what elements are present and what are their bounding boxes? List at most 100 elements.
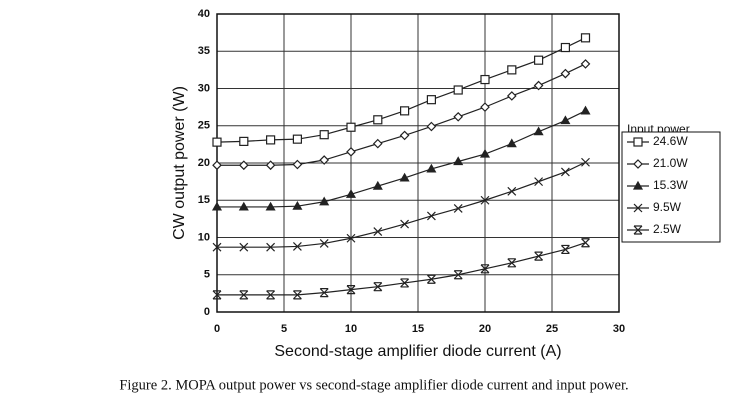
marker [507, 65, 517, 75]
y-tick-label: 25 [198, 120, 210, 132]
marker [399, 172, 410, 182]
marker [633, 137, 643, 147]
marker [580, 59, 591, 69]
marker [373, 282, 383, 292]
marker [400, 219, 410, 229]
marker [266, 135, 276, 145]
x-tick-label: 20 [479, 323, 491, 335]
marker [399, 130, 410, 141]
marker [480, 264, 490, 274]
marker [238, 160, 249, 171]
marker [212, 242, 222, 252]
series-line [216, 37, 586, 143]
marker [480, 102, 490, 112]
marker [346, 285, 356, 295]
marker [265, 160, 276, 171]
marker [506, 138, 517, 148]
y-tick-label: 0 [204, 306, 210, 318]
marker [581, 238, 590, 248]
y-axis-title: CW output power (W) [171, 86, 188, 240]
marker [400, 278, 410, 288]
marker [560, 68, 571, 79]
marker [534, 177, 544, 187]
y-tick-label: 35 [198, 45, 210, 57]
legend-label: 9.5W [653, 200, 682, 214]
marker [479, 148, 491, 158]
marker [372, 180, 383, 190]
marker [453, 111, 464, 122]
marker [373, 227, 383, 236]
x-tick-label: 5 [281, 323, 287, 335]
marker [212, 137, 222, 147]
legend-label: 24.6W [653, 134, 688, 148]
marker [319, 196, 330, 206]
marker [506, 91, 517, 101]
marker [238, 201, 249, 211]
x-tick-label: 25 [546, 323, 558, 335]
marker [480, 195, 490, 205]
marker [266, 290, 276, 300]
marker [372, 138, 383, 149]
marker [319, 288, 329, 298]
marker [319, 155, 330, 165]
marker [507, 186, 517, 196]
y-tick-label: 5 [204, 269, 210, 281]
marker [534, 251, 544, 261]
marker [453, 270, 463, 280]
marker [346, 122, 356, 132]
x-axis-title: Second-stage amplifier diode current (A) [274, 343, 561, 360]
marker [533, 55, 544, 65]
marker [346, 233, 356, 243]
marker [292, 242, 302, 251]
marker [345, 189, 357, 198]
y-tick-label: 10 [198, 231, 210, 243]
marker [480, 74, 490, 85]
marker [533, 126, 544, 136]
legend-label: 15.3W [653, 178, 688, 192]
marker [507, 258, 517, 268]
marker [453, 204, 463, 213]
legend-label: 21.0W [653, 156, 688, 170]
marker [426, 274, 436, 284]
marker [319, 130, 329, 140]
x-tick-label: 15 [412, 323, 424, 335]
marker [292, 134, 302, 144]
marker [426, 163, 437, 173]
marker [633, 203, 643, 213]
marker [212, 160, 222, 171]
marker [560, 115, 571, 125]
caption: Figure 2. MOPA output power vs second-st… [119, 377, 628, 393]
x-tick-label: 10 [345, 323, 357, 335]
marker [560, 42, 571, 53]
marker [212, 290, 222, 300]
y-tick-label: 30 [198, 82, 210, 94]
marker [560, 167, 570, 177]
marker [453, 85, 463, 95]
marker [266, 242, 276, 252]
marker [346, 146, 356, 157]
y-tick-label: 15 [198, 194, 210, 206]
y-tick-label: 20 [198, 157, 210, 169]
marker [426, 121, 437, 132]
marker [292, 159, 303, 170]
marker [400, 106, 410, 116]
marker [580, 33, 591, 43]
y-tick-label: 40 [198, 8, 210, 20]
marker [426, 95, 436, 105]
legend-label: 2.5W [653, 222, 682, 236]
marker [560, 244, 570, 255]
marker [580, 105, 591, 115]
marker [533, 80, 544, 91]
marker [239, 290, 249, 300]
marker [633, 159, 643, 169]
marker [319, 239, 329, 248]
x-tick-label: 0 [214, 323, 220, 335]
x-tick-label: 30 [613, 323, 625, 335]
marker [581, 157, 590, 167]
marker [265, 201, 276, 211]
marker [211, 201, 223, 211]
marker [292, 201, 303, 210]
marker [239, 242, 249, 252]
